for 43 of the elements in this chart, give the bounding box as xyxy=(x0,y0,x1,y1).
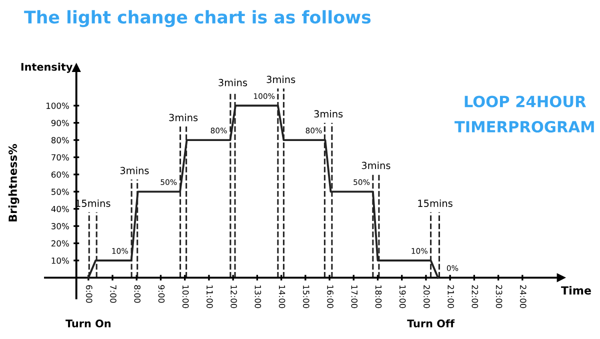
ref-line-label: 3mins xyxy=(266,76,296,84)
text: Turn On xyxy=(66,320,110,328)
x-tick-label: 19:00 xyxy=(399,286,406,308)
x-tick-label: 10:00 xyxy=(182,286,189,308)
y-tick-label: 80% xyxy=(51,137,69,144)
ref-line-label: 3mins xyxy=(120,166,149,174)
y-tick-label: 20% xyxy=(51,240,69,247)
ref-line-label: 3mins xyxy=(218,78,248,86)
text: Turn Off xyxy=(407,319,455,328)
annotation: Intensity xyxy=(21,62,73,73)
chart-title: The light change chart is as follows xyxy=(24,10,371,28)
x-tick-label: 9:00 xyxy=(158,285,165,303)
y-tick-label: 70% xyxy=(52,154,69,161)
y-tick-label: 60% xyxy=(51,171,69,178)
y-tick-label: 40% xyxy=(51,206,69,212)
x-tick-label: 23:00 xyxy=(496,285,502,308)
x-tick-label: 22:00 xyxy=(472,285,478,308)
y-tick-label: 100% xyxy=(46,102,69,109)
ref-line-label: 3mins xyxy=(169,114,198,122)
y-tick-label: 50% xyxy=(52,188,69,195)
x-tick-label: 20:00 xyxy=(424,285,430,308)
x-tick-label: 12:00 xyxy=(230,286,237,308)
x-axis-title: Time xyxy=(561,286,591,295)
ref-line-label: 3mins xyxy=(314,110,343,118)
annotation: LOOP 24HOUR TIMERPROGRAM xyxy=(454,96,594,133)
x-tick-label: 13:00 xyxy=(254,286,262,308)
y-tick-label: 10% xyxy=(52,257,69,264)
x-tick-label: 7:00 xyxy=(110,285,116,303)
x-tick-label: 18:00 xyxy=(375,286,382,308)
x-tick-label: 16:00 xyxy=(327,286,334,308)
x-tick-label: 21:00 xyxy=(448,285,454,308)
x-tick-label: 8:00 xyxy=(134,285,141,303)
x-tick-label: 15:00 xyxy=(302,286,310,308)
x-tick-label: 24:00 xyxy=(520,285,526,308)
x-tick-label: 14:00 xyxy=(278,286,286,308)
ref-line-label: 15mins xyxy=(418,199,452,207)
y-tick-label: 90% xyxy=(51,120,69,126)
x-tick-label: 17:00 xyxy=(351,286,358,308)
ref-line-label: 3mins xyxy=(362,162,390,170)
y-axis-title: Brightness% xyxy=(8,144,20,222)
x-tick-label: 6:00 xyxy=(86,285,92,303)
x-tick-label: 11:00 xyxy=(206,286,213,308)
y-tick-label: 30% xyxy=(52,223,69,230)
